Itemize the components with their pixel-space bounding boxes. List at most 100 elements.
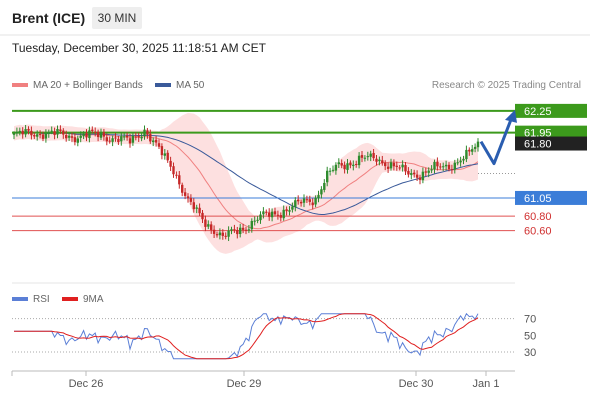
candle-body	[230, 229, 233, 231]
legend-rsi-ma: 9MA	[62, 294, 104, 306]
candle-body	[326, 170, 329, 183]
candle-body	[56, 129, 59, 135]
candle-body	[96, 131, 100, 138]
candle-body	[386, 166, 390, 169]
ma20-line	[13, 131, 479, 230]
candle-body	[73, 137, 77, 143]
legend-bb-label: MA 20 + Bollinger Bands	[33, 80, 143, 91]
candle-body	[62, 130, 65, 135]
candle-body	[413, 172, 416, 175]
legend-rsi-ma-label: 9MA	[83, 294, 104, 305]
candle-body	[218, 232, 222, 236]
level-tag-62.25	[515, 103, 587, 118]
bollinger-bands-group	[13, 112, 479, 254]
candle-body	[372, 152, 375, 159]
candle-body	[24, 129, 27, 135]
candle-body	[50, 130, 53, 132]
candle-body	[15, 131, 19, 134]
candle-body	[340, 163, 343, 166]
legend-rsi: RSI	[12, 294, 50, 306]
candle-body	[123, 136, 126, 138]
candle-body	[305, 199, 309, 201]
candle-body	[450, 169, 454, 171]
candle-body	[91, 129, 94, 132]
candle-body	[30, 130, 33, 136]
candle-body	[395, 165, 398, 167]
candle-body	[192, 202, 195, 210]
candle-body	[285, 209, 288, 212]
candle-body	[453, 162, 456, 170]
candle-body	[273, 211, 277, 215]
candle-body	[265, 211, 268, 213]
candle-body	[125, 135, 129, 138]
candle-body	[343, 164, 346, 170]
candle-body	[407, 170, 410, 175]
candle-body	[250, 220, 253, 230]
candle-body	[369, 153, 372, 157]
instrument-title: Brent (ICE)	[12, 10, 86, 26]
candle-body	[79, 135, 82, 138]
candle-body	[169, 160, 172, 167]
candle-body	[308, 199, 311, 202]
timeframe-button[interactable]: 30 MIN	[92, 7, 142, 29]
candle-body	[108, 140, 111, 142]
candle-body	[279, 215, 282, 218]
candle-body	[401, 164, 404, 168]
candle-body	[253, 220, 256, 222]
forecast-arrow-head	[505, 109, 517, 123]
candle-body	[128, 138, 132, 144]
candle-body	[418, 177, 422, 180]
candle-body	[366, 156, 369, 158]
candle-body	[239, 227, 242, 235]
candle-body	[268, 212, 271, 217]
legend-bb: MA 20 + Bollinger Bands	[12, 80, 143, 92]
x-tick-label: Dec 26	[69, 378, 104, 390]
candle-body	[465, 149, 468, 160]
candle-body	[241, 227, 245, 230]
level-tag-61.95	[515, 125, 587, 140]
candle-body	[85, 133, 88, 138]
candle-body	[88, 130, 91, 139]
candle-body	[459, 160, 462, 163]
candle-body	[392, 162, 396, 167]
candle-body	[297, 199, 300, 202]
candle-body	[398, 167, 401, 169]
candle-body	[247, 229, 251, 231]
level-label-60.80: 60.80	[524, 211, 552, 223]
candle-body	[67, 135, 71, 138]
candle-body	[183, 192, 187, 196]
candle-body	[320, 189, 323, 195]
candle-body	[65, 135, 68, 139]
candle-body	[198, 207, 201, 214]
rsi-tick-50: 50	[524, 330, 536, 342]
candle-body	[181, 184, 184, 193]
candle-body	[233, 229, 236, 231]
candle-body	[117, 138, 120, 143]
candle-body	[427, 170, 430, 173]
candle-body	[421, 171, 425, 181]
candle-body	[163, 153, 166, 156]
candle-body	[111, 138, 114, 142]
candle-body	[462, 158, 465, 161]
candle-body	[59, 129, 62, 132]
candle-body	[102, 132, 106, 137]
candle-body	[195, 207, 198, 209]
x-axis-group: Dec 26 Dec 29 Dec 30 Jan 1	[11, 370, 515, 390]
last-price-label: 61.80	[524, 139, 552, 151]
level-label-62.25: 62.25	[524, 106, 552, 118]
candle-body	[160, 146, 164, 156]
candle-body	[44, 133, 48, 139]
candle-body	[360, 155, 364, 158]
candle-body	[294, 200, 297, 207]
candle-body	[262, 211, 265, 215]
candle-body	[352, 164, 355, 167]
legend-rsi-label: RSI	[33, 294, 50, 305]
last-price-tag	[515, 136, 587, 151]
candle-body	[473, 146, 477, 149]
candle-body	[172, 166, 175, 175]
candle-body	[337, 162, 340, 165]
candle-body	[357, 155, 361, 166]
candle-body	[175, 174, 178, 176]
candle-body	[105, 137, 108, 142]
candle-body	[134, 136, 137, 138]
